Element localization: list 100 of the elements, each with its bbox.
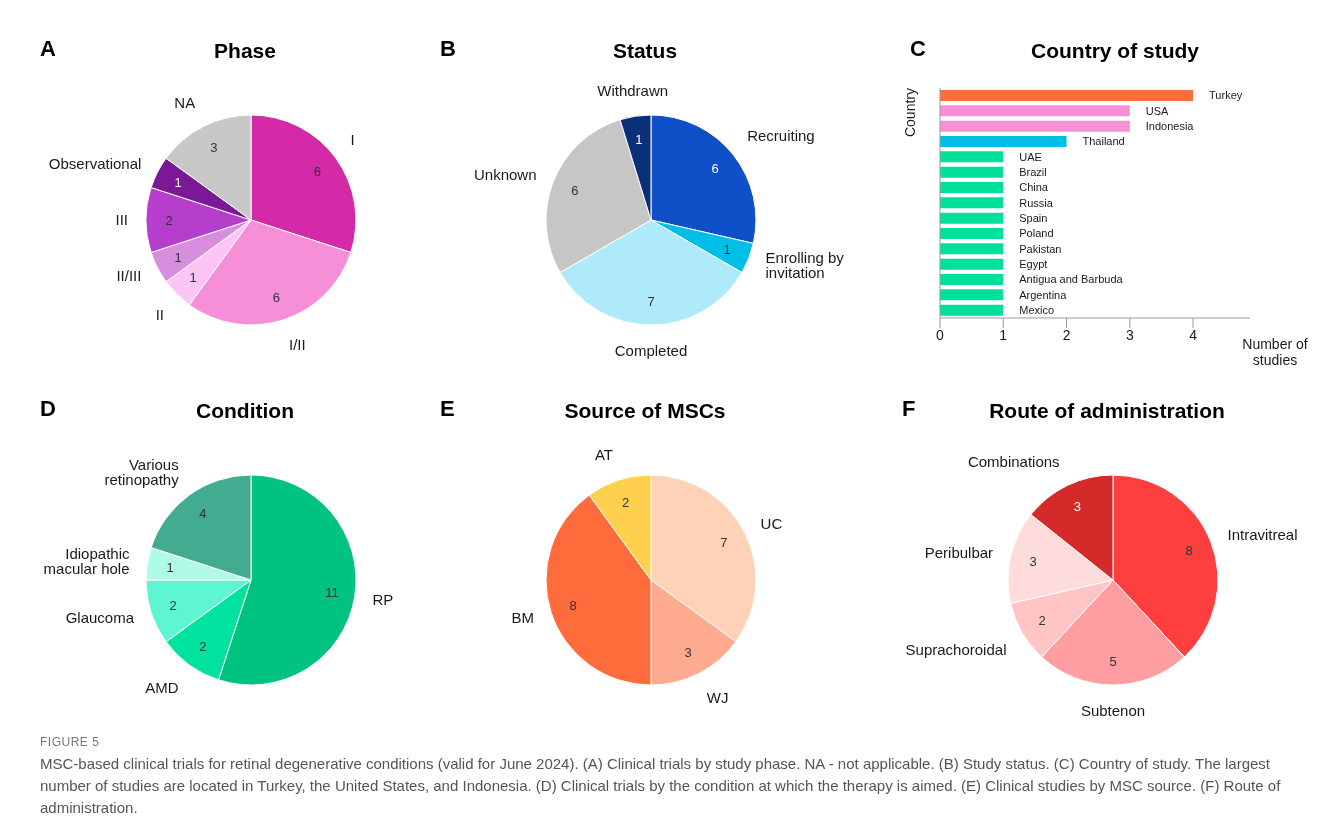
bar: [940, 243, 1004, 255]
category-label: Egypt: [1019, 258, 1048, 271]
text: MSC-based clinical trials for retinal degenerative conditions (valid for June 2024). (A) Clinical trials by study phase. NA - not applicable. (B) Study status. (C) Country of study. The largest number of studies are located in Turkey, the United States, and Indonesia. (D) Clinical trials by the condition at which the therapy is aimed. (E) Clinical studies by MSC source. (F) Route of administration.: [40, 754, 1282, 818]
slice-label: WJ: [706, 688, 729, 706]
slice-label: Peribulbar: [924, 543, 994, 561]
text: E: [440, 396, 455, 422]
bar: [940, 182, 1004, 193]
x-tick-label: 3: [1125, 326, 1134, 343]
chart-title: Condition: [196, 399, 294, 422]
chart-title: Phase: [214, 39, 276, 62]
bar: [940, 166, 1004, 178]
data-label: 6: [711, 161, 719, 177]
bar: [940, 136, 1067, 147]
slice-label: I: [350, 131, 355, 149]
data-label: 3: [1029, 554, 1037, 570]
data-label: 6: [571, 182, 579, 198]
data-label: 2: [622, 494, 630, 510]
data-label: 3: [210, 139, 218, 155]
bar: [940, 289, 1004, 301]
chart-title: Source of MSCs: [564, 399, 726, 422]
slice-label: Various retinopathy: [104, 456, 180, 489]
slice-label: Completed: [614, 342, 688, 360]
slice-label: Idiopathic macular hole: [43, 544, 131, 577]
bar: [940, 212, 1004, 224]
chart-title: Country of study: [1031, 39, 1199, 62]
text: D: [40, 396, 56, 422]
category-label: Argentina: [1019, 288, 1067, 301]
slice-label: Intravitreal: [1227, 526, 1298, 544]
slice-label: AMD: [145, 678, 179, 696]
data-label: 2: [1038, 613, 1046, 629]
bar: [940, 258, 1004, 270]
category-label: Pakistan: [1019, 242, 1062, 255]
data-label: 2: [199, 638, 207, 654]
data-label: 4: [199, 506, 207, 522]
data-label: 6: [272, 290, 280, 306]
x-tick-label: 0: [936, 326, 945, 343]
slice-label: II/III: [116, 267, 142, 285]
data-label: 2: [165, 212, 173, 228]
data-label: 8: [569, 597, 577, 613]
category-label: Indonesia: [1145, 120, 1194, 133]
slice-label: RP: [372, 590, 394, 608]
slice-label: Subtenon: [1080, 702, 1146, 720]
x-tick-label: 1: [999, 326, 1008, 343]
slice-label: NA: [174, 93, 196, 111]
data-label: 1: [174, 175, 182, 191]
category-label: USA: [1145, 104, 1169, 117]
category-label: Spain: [1019, 212, 1048, 225]
data-label: 7: [647, 294, 655, 310]
slice-label: UC: [760, 515, 783, 533]
slice-label: II: [155, 306, 165, 324]
text: C: [910, 36, 926, 62]
slice-label: Unknown: [473, 166, 537, 184]
y-axis-title: Country: [902, 88, 918, 138]
category-label: China: [1019, 181, 1049, 194]
data-label: 5: [1109, 654, 1117, 670]
bar: [940, 304, 1004, 316]
slice-label: Suprachoroidal: [905, 640, 1007, 658]
text: B: [440, 36, 456, 62]
slice-label: AT: [594, 446, 613, 464]
slice-label: Withdrawn: [597, 81, 669, 99]
data-label: 1: [723, 242, 731, 258]
slice-label: Observational: [48, 155, 142, 173]
chart-title: Route of administration: [989, 399, 1225, 422]
data-label: 1: [189, 270, 197, 286]
slice-label: Recruiting: [747, 126, 815, 144]
data-label: 11: [325, 585, 339, 601]
slice-label: Combinations: [967, 452, 1060, 470]
text: A: [40, 36, 56, 62]
bar: [940, 90, 1194, 101]
bar: [940, 151, 1004, 163]
data-label: 1: [166, 559, 174, 575]
text: F: [902, 396, 916, 422]
slice-label: I/II: [289, 336, 306, 354]
data-label: 1: [174, 249, 182, 265]
category-label: Brazil: [1019, 166, 1047, 179]
x-axis-title: Number of studies: [1241, 336, 1309, 368]
caption: FIGURE 5: [40, 735, 101, 749]
chart-title: Status: [612, 39, 678, 62]
slice-label: BM: [511, 609, 535, 627]
bar: [940, 197, 1004, 209]
category-label: Turkey: [1209, 89, 1243, 102]
category-label: Russia: [1019, 196, 1053, 209]
slice-label: III: [115, 211, 128, 229]
category-label: UAE: [1019, 150, 1042, 163]
data-label: 3: [1073, 498, 1082, 514]
data-label: 7: [720, 535, 728, 551]
category-label: Mexico: [1019, 304, 1055, 317]
bar: [940, 274, 1004, 285]
x-tick-label: 2: [1062, 326, 1071, 343]
data-label: 8: [1185, 542, 1193, 558]
data-label: 6: [313, 164, 321, 180]
x-tick-label: 4: [1189, 326, 1198, 343]
bar: [940, 105, 1130, 117]
bar: [940, 120, 1130, 132]
category-label: Poland: [1019, 227, 1054, 240]
data-label: 3: [684, 645, 692, 661]
slice-label: Glaucoma: [65, 609, 135, 627]
data-label: 1: [635, 131, 643, 147]
category-label: Antigua and Barbuda: [1019, 273, 1123, 286]
bar: [940, 228, 1004, 239]
